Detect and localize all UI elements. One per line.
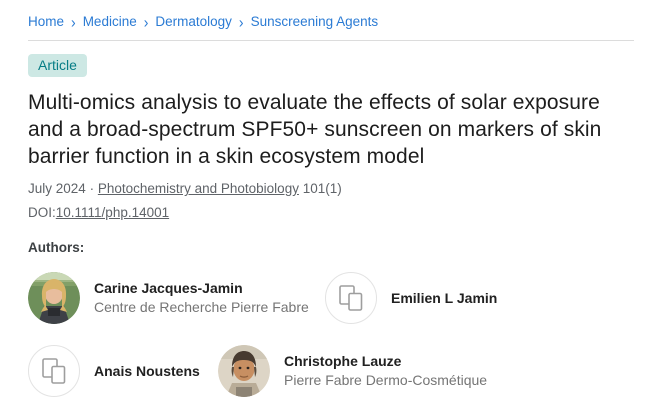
author-photo-avatar: [28, 272, 80, 324]
author-item-christophe-lauze[interactable]: Christophe Lauze Pierre Fabre Dermo-Cosm…: [218, 345, 487, 397]
publication-date: July 2024: [28, 181, 86, 196]
authors-row: Carine Jacques-Jamin Centre de Recherche…: [28, 272, 634, 324]
breadcrumb-medicine-link[interactable]: Medicine: [82, 14, 137, 29]
chevron-right-icon: ›: [71, 12, 76, 31]
meta-separator: ·: [89, 181, 95, 196]
breadcrumb-dermatology-link[interactable]: Dermatology: [155, 14, 232, 29]
author-affiliation: Centre de Recherche Pierre Fabre: [94, 299, 309, 315]
page-title: Multi-omics analysis to evaluate the eff…: [28, 91, 602, 168]
journal-link[interactable]: Photochemistry and Photobiology: [97, 181, 299, 196]
author-name: Christophe Lauze: [284, 353, 402, 369]
breadcrumb-home-link[interactable]: Home: [28, 14, 65, 29]
author-item-emilien-l-jamin[interactable]: Emilien L Jamin: [325, 272, 497, 324]
author-item-carine-jacques-jamin[interactable]: Carine Jacques-Jamin Centre de Recherche…: [28, 272, 325, 324]
authors-row: Anais Noustens: [28, 345, 634, 397]
placeholder-avatar-icon: [325, 272, 377, 324]
image-placeholder-icon: [41, 357, 65, 384]
woman-portrait-photo: [28, 272, 80, 324]
article-page: Home › Medicine › Dermatology › Sunscree…: [28, 12, 634, 397]
breadcrumb-divider: [28, 40, 634, 41]
image-placeholder-icon: [338, 284, 362, 311]
article-type-badge: Article: [28, 54, 87, 77]
man-portrait-photo: [218, 345, 270, 397]
doi-link[interactable]: 10.1111/php.14001: [55, 205, 170, 220]
authors-label: Authors:: [28, 240, 85, 255]
author-affiliation: Pierre Fabre Dermo-Cosmétique: [284, 372, 488, 388]
author-name: Carine Jacques-Jamin: [94, 280, 243, 296]
breadcrumb: Home › Medicine › Dermatology › Sunscree…: [28, 12, 634, 31]
breadcrumb-sunscreening-agents-link[interactable]: Sunscreening Agents: [250, 14, 379, 29]
volume-issue: 101(1): [302, 181, 342, 196]
publication-meta: July 2024 · Photochemistry and Photobiol…: [28, 181, 634, 196]
author-photo-avatar: [218, 345, 270, 397]
chevron-right-icon: ›: [238, 12, 244, 31]
author-item-anais-noustens[interactable]: Anais Noustens: [28, 345, 218, 397]
author-name: Emilien L Jamin: [391, 289, 498, 306]
doi-line: DOI:10.1111/php.14001: [28, 205, 634, 220]
chevron-right-icon: ›: [143, 12, 149, 31]
placeholder-avatar-icon: [28, 345, 80, 397]
author-name: Anais Noustens: [94, 362, 200, 379]
doi-label: DOI:: [28, 205, 56, 220]
